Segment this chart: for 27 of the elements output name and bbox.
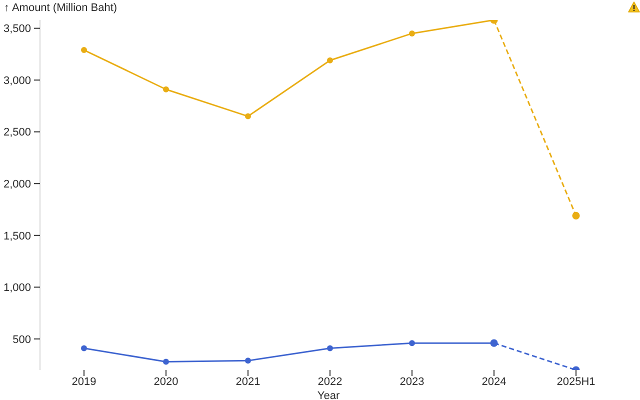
- y-tick-label: 500: [12, 334, 31, 346]
- y-axis-title: ↑ Amount (Million Baht): [4, 2, 118, 14]
- y-tick-label: 2,500: [3, 126, 31, 139]
- x-tick-label: 2022: [318, 376, 342, 388]
- y-tick-label: 3,500: [3, 23, 31, 36]
- point: [327, 345, 333, 352]
- x-tick-label: 2019: [72, 376, 96, 388]
- y-tick-label: 2,000: [3, 178, 31, 191]
- x-tick-label: 2023: [400, 376, 424, 388]
- point: [81, 47, 87, 54]
- x-axis-title: Year: [317, 390, 340, 400]
- point: [572, 212, 580, 220]
- point: [245, 358, 251, 364]
- x-tick-label: 2020: [154, 376, 178, 388]
- y-tick-label: 1,500: [3, 230, 31, 242]
- point: [327, 57, 333, 64]
- x-tick-label: 2025H1: [556, 376, 596, 388]
- y-tick-label: 1,000: [3, 282, 31, 294]
- point: [409, 30, 415, 36]
- point: [163, 358, 169, 365]
- y-tick-label: 3,000: [3, 74, 31, 87]
- point: [81, 345, 87, 352]
- point: [245, 113, 251, 120]
- point: [163, 86, 169, 92]
- x-tick-label: 2024: [482, 376, 506, 388]
- x-tick-label: 2021: [236, 376, 260, 388]
- point: [409, 340, 415, 346]
